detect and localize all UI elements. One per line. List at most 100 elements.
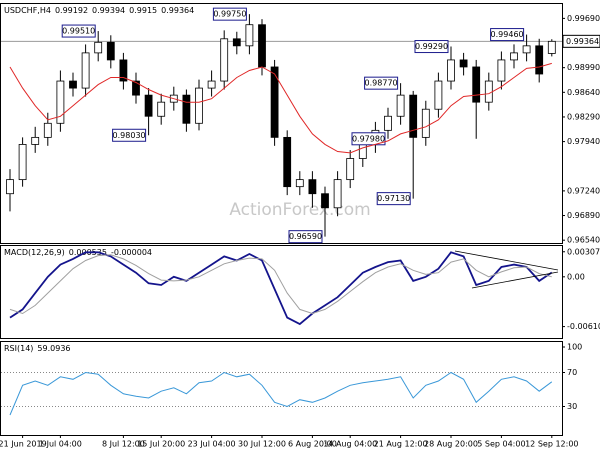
candle [510,44,518,69]
candle-body [346,158,355,181]
y-tick-label: 0.98290 [567,112,600,121]
candle [18,137,27,187]
candle-body [472,66,481,103]
current-low: 0.9915 [129,6,157,15]
y-tick-label: 70 [567,368,577,377]
current-price-label: 0.99364 [566,37,599,46]
candle [94,31,103,62]
current-value: -0.000004 [111,248,152,257]
indicator-line [9,251,553,326]
candle [308,171,317,208]
current-close: 0.99364 [161,6,194,15]
candle [81,44,90,97]
candle-body [459,59,468,68]
indicator-line [9,62,552,154]
candle [547,39,556,57]
x-tick-label: 21 Jun 2019 [0,440,47,449]
candle-body [547,40,556,54]
x-tick-label: 5 Sep 04:00 [477,440,525,449]
candle [56,70,65,132]
candle [522,34,531,62]
x-tick-label: 28 Aug 20:00 [424,440,478,449]
indicator-line [9,254,552,315]
candle [220,30,229,90]
candle [535,38,544,83]
candle-body [497,59,506,82]
candle-body [295,179,304,188]
candle [472,59,481,139]
candle [396,83,405,125]
indicator-name: USDCHF,H4 [4,6,51,15]
candle [31,126,40,153]
annotation-label: 0.97980 [352,134,385,143]
candle-body [333,179,342,209]
candle [459,52,468,76]
candle [182,89,191,132]
annotation-box [490,28,525,42]
x-tick-label: 21 Aug 12:00 [374,440,428,449]
candle [207,70,216,97]
candle [144,88,153,136]
annotation-label: 0.99290 [415,42,448,51]
x-tick-label: 8 Jul 12:00 [102,440,145,449]
trendline [471,271,559,289]
current-price-box [562,34,600,48]
candle [119,52,128,90]
y-tick-label: 0.96890 [567,211,600,220]
y-tick-label: 0.00 [567,272,585,281]
candle-body [396,94,405,117]
annotation-label: 0.99750 [213,10,246,19]
annotation-label: 0.99460 [491,30,524,39]
candle-body [132,80,140,96]
x-tick-label: 15 Jul 20:00 [137,440,185,449]
candle [69,72,77,97]
candle-body [409,94,418,138]
annotation-box [376,192,411,206]
candle-body [434,80,443,110]
candle-body [195,87,203,124]
candle [195,79,203,131]
candle [283,130,292,196]
candle [295,171,304,196]
candle-body [258,24,266,68]
candle [484,72,493,111]
current-value: 59.0936 [37,344,70,353]
panel-frame [0,245,563,339]
annotation-box [414,40,449,54]
y-tick-label: 0.003071 [567,247,600,256]
candle-body [157,101,166,117]
annotation-box [212,7,247,21]
candle [245,14,254,55]
candle-body [144,94,153,117]
y-tick-label: 30 [567,402,577,411]
candle [497,51,506,90]
candle-body [484,80,493,103]
annotation-box [112,128,147,142]
candle-body [421,108,430,138]
candle-body [522,45,531,54]
candle-body [43,122,52,138]
candle [447,46,455,90]
candle-body [321,193,329,209]
candle [346,150,355,189]
y-tick-label: 0.96540 [567,236,600,245]
candle-body [69,80,77,89]
indicator-name: RSI(14) [4,344,33,353]
annotation-label: 0.98770 [365,79,398,88]
candle-body [6,179,14,195]
candle-body [535,45,544,75]
y-tick-label: -0.006101 [567,322,600,331]
candle-body [220,38,229,82]
candle [43,112,52,146]
candle-body [283,136,292,188]
candle-body [245,24,254,47]
annotation-box [288,230,323,244]
candle-body [308,179,317,195]
candle-body [510,52,518,61]
candle-body [358,144,367,159]
candle [321,186,329,237]
candle-body [81,52,90,89]
x-tick-label: 30 Jul 12:00 [238,440,286,449]
candle-body [56,80,65,124]
y-tick-label: 0.98990 [567,63,600,72]
